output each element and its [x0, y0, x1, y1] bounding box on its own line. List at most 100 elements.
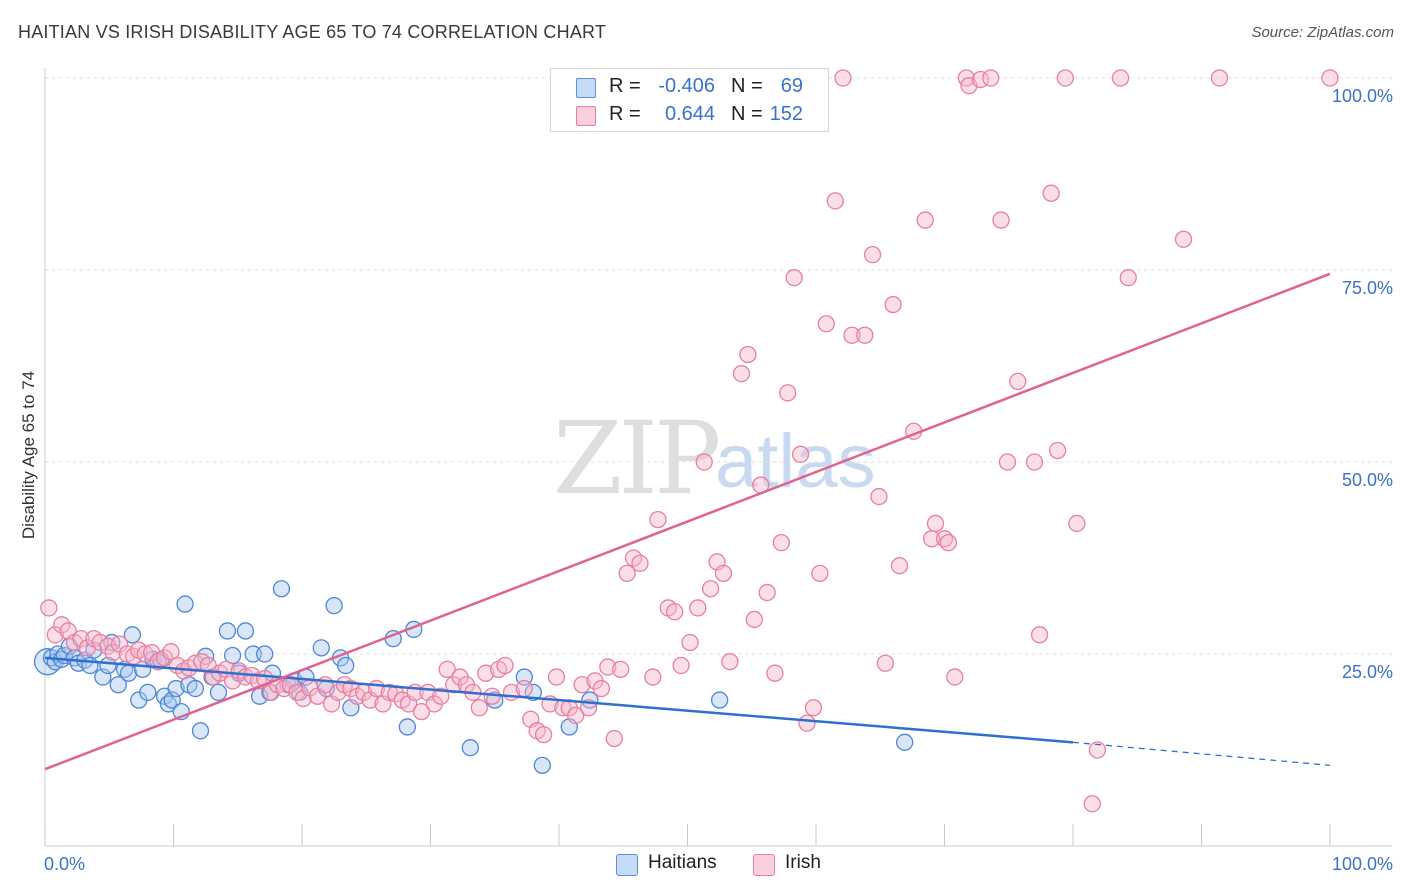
haitians-point	[139, 683, 157, 702]
irish-point	[779, 384, 797, 402]
haitians-point	[272, 580, 291, 598]
irish-point	[745, 610, 763, 629]
irish-point	[992, 211, 1010, 229]
irish-point	[1009, 372, 1027, 391]
correlation-legend: R = -0.406 N = 69 R = 0.644 N = 152	[550, 68, 829, 132]
irish-point	[946, 668, 964, 686]
irish-point	[1025, 453, 1044, 471]
irish-point	[1088, 741, 1107, 759]
irish-point	[162, 643, 180, 661]
haitians-point	[218, 622, 237, 640]
irish-label: Irish	[785, 852, 821, 873]
haitians-point	[236, 622, 255, 640]
irish-point	[631, 554, 649, 573]
irish-point	[811, 564, 829, 583]
irish-point	[1111, 69, 1130, 87]
y-tick-label: 100.0%	[1332, 86, 1393, 106]
irish-point	[496, 656, 514, 675]
irish-point	[785, 269, 803, 287]
irish-point	[890, 557, 909, 575]
watermark-zip: ZIP	[553, 400, 721, 517]
irish-swatch	[753, 854, 775, 876]
haitians-swatch	[576, 78, 596, 98]
x-tick-label: 100.0%	[1332, 854, 1393, 874]
irish-point	[1048, 441, 1067, 460]
irish-point	[884, 295, 902, 314]
haitians-point	[337, 656, 355, 675]
legend-r-label: R =	[609, 103, 641, 125]
haitians-point	[710, 691, 729, 709]
irish-point	[689, 599, 707, 617]
irish-point	[926, 514, 945, 533]
haitians-point	[896, 733, 914, 751]
y-tick-label: 50.0%	[1342, 470, 1393, 490]
haitians-swatch	[616, 854, 638, 876]
haitians-point	[533, 756, 551, 775]
irish-point	[772, 533, 790, 552]
axis-layer	[44, 68, 1392, 847]
irish-point	[288, 683, 306, 702]
irish-point	[547, 668, 566, 686]
haitians-point	[312, 639, 330, 657]
legend-row-irish: R = 0.644 N = 152	[551, 100, 828, 130]
trend-lines	[44, 272, 1331, 771]
irish-point	[701, 580, 720, 598]
irish-point	[432, 687, 450, 705]
legend-r-value: 0.644	[664, 103, 715, 125]
legend-r-value: -0.406	[658, 75, 715, 97]
irish-point	[1119, 269, 1137, 287]
legend-r-label: R =	[609, 75, 641, 97]
irish-point	[732, 365, 751, 383]
irish-point	[155, 649, 174, 667]
irish-point	[412, 702, 431, 721]
legend-row-haitians: R = -0.406 N = 69	[551, 72, 828, 102]
irish-point	[644, 668, 662, 686]
irish-point	[40, 599, 58, 617]
y-tick-label: 25.0%	[1342, 662, 1393, 682]
irish-point	[791, 445, 810, 463]
haitians-label: Haitians	[648, 852, 717, 873]
irish-point	[672, 656, 690, 675]
haitians-point	[176, 595, 194, 613]
irish-point	[843, 326, 861, 344]
legend-n-label: N =	[731, 75, 763, 97]
irish-point	[438, 660, 456, 679]
haitians-point	[119, 664, 138, 682]
irish-point	[714, 564, 733, 583]
legend-n-label: N =	[731, 103, 763, 125]
irish-point	[876, 654, 895, 672]
haitians-point	[398, 718, 417, 736]
irish-point	[294, 689, 312, 708]
irish-point	[618, 564, 636, 583]
haitians-point	[186, 679, 204, 698]
haitians-trend-extension	[1072, 741, 1331, 767]
irish-point	[380, 683, 399, 702]
irish-point	[599, 658, 617, 676]
irish-trend-line	[44, 272, 1331, 771]
haitians-point	[191, 722, 210, 740]
irish-point	[834, 69, 852, 87]
irish-point	[856, 326, 874, 344]
irish-point	[1321, 69, 1339, 87]
irish-point	[534, 725, 553, 744]
x-tick-label: 0.0%	[44, 854, 85, 874]
irish-point	[766, 664, 784, 682]
irish-point	[681, 633, 699, 652]
legend-n-value: 69	[780, 75, 803, 97]
irish-point	[817, 315, 835, 333]
irish-point	[477, 664, 495, 682]
irish-point	[916, 211, 934, 229]
irish-point	[592, 679, 611, 698]
haitians-point	[167, 679, 185, 698]
irish-point	[136, 645, 154, 663]
haitians-point	[209, 683, 228, 702]
irish-point	[649, 510, 667, 529]
irish-point	[612, 660, 630, 679]
irish-point	[939, 533, 958, 552]
haitians-point	[461, 739, 479, 757]
irish-point	[1068, 514, 1086, 533]
x-tick-labels: 0.0% 100.0%	[44, 854, 1393, 874]
irish-point	[143, 643, 161, 662]
irish-point	[798, 714, 816, 732]
